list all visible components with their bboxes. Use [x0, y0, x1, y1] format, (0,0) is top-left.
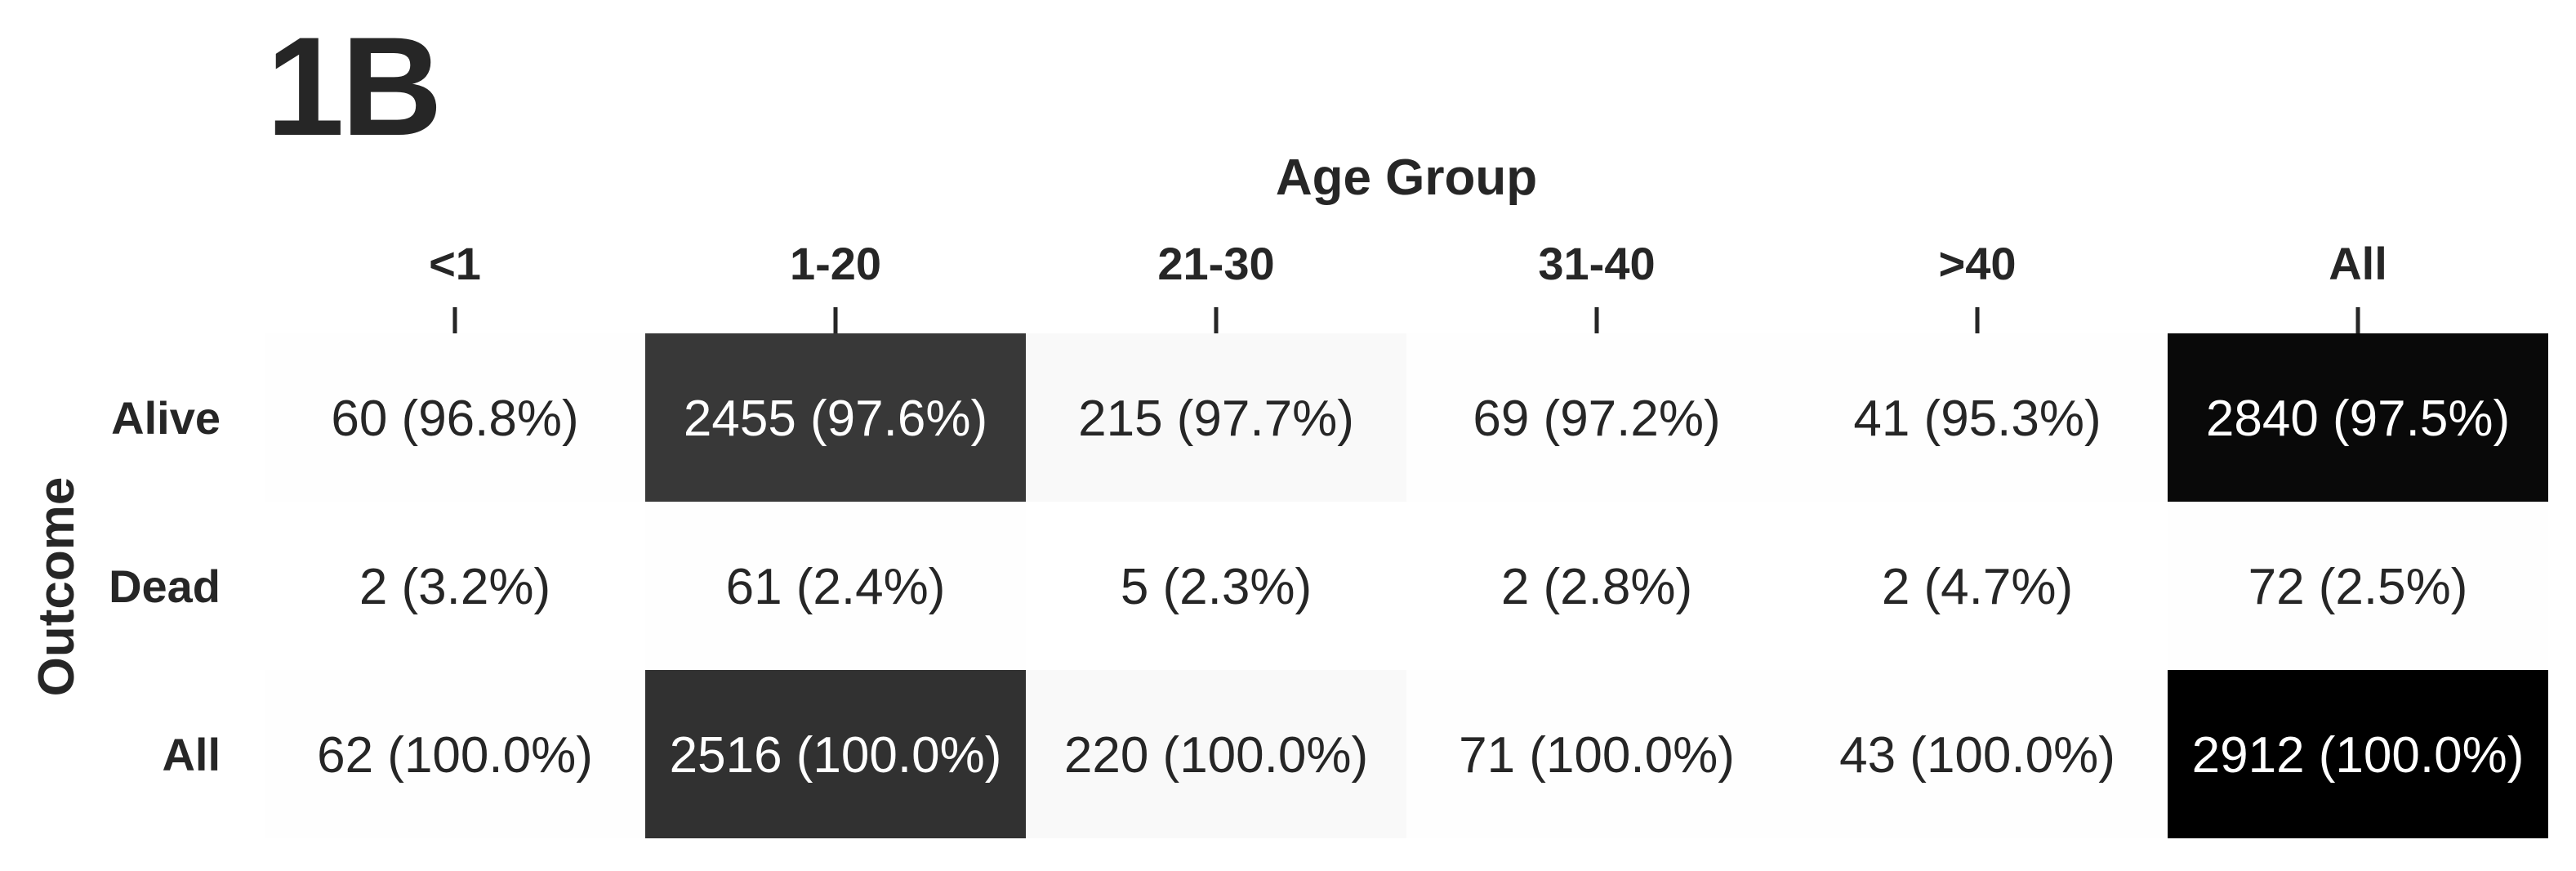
- heatmap-cells: 60 (96.8%) 2455 (97.6%) 215 (97.7%) 69 (97.…: [265, 333, 2548, 838]
- cell-label: 2 (4.7%): [1882, 559, 2073, 615]
- cell-label: 71 (100.0%): [1459, 727, 1735, 784]
- cell-label: 5 (2.3%): [1121, 559, 1312, 615]
- heatmap-cell: [1787, 333, 2168, 502]
- heatmap-cell: [645, 333, 1026, 502]
- panel-label: 1B: [266, 8, 443, 165]
- cell-label: 69 (97.2%): [1473, 391, 1720, 447]
- x-tick-label: 21-30: [1157, 238, 1274, 289]
- cell-label: 72 (2.5%): [2248, 559, 2468, 615]
- cell-label: 2912 (100.0%): [2192, 727, 2525, 784]
- cell-label: 220 (100.0%): [1064, 727, 1368, 784]
- x-tick-label: >40: [1939, 238, 2017, 289]
- heatmap-cell: [1026, 670, 1406, 838]
- y-tick-label: Alive: [111, 392, 221, 444]
- heatmap-cell: [1406, 333, 1787, 502]
- heatmap-cell: [1406, 670, 1787, 838]
- cell-label: 41 (95.3%): [1853, 391, 2101, 447]
- cell-label: 2 (2.8%): [1501, 559, 1692, 615]
- heatmap-cell: [2168, 502, 2548, 670]
- x-axis-title: Age Group: [1276, 150, 1537, 206]
- y-tick-label: Dead: [109, 561, 221, 612]
- heatmap-cell: [265, 502, 645, 670]
- heatmap-cell: [265, 670, 645, 838]
- x-tick-label: 31-40: [1538, 238, 1655, 289]
- y-tick-label: All: [162, 729, 221, 780]
- cell-label: 2516 (100.0%): [670, 727, 1002, 784]
- heatmap-cell: [1026, 333, 1406, 502]
- cell-label: 62 (100.0%): [317, 727, 593, 784]
- cell-label: 2455 (97.6%): [684, 391, 987, 447]
- x-tick-label: 1-20: [790, 238, 881, 289]
- heatmap-cell: [1787, 502, 2168, 670]
- cell-label: 2 (3.2%): [359, 559, 550, 615]
- heatmap-cell: [2168, 670, 2548, 838]
- cell-label: 215 (97.7%): [1078, 391, 1354, 447]
- cell-label: 2840 (97.5%): [2206, 391, 2510, 447]
- x-ticks: [452, 307, 2360, 333]
- heatmap-cell: [645, 670, 1026, 838]
- heatmap-cell: [1787, 670, 2168, 838]
- y-axis-title: Outcome: [29, 477, 85, 697]
- x-tick-labels: <1 1-20 21-30 31-40 >40 All: [429, 238, 2387, 289]
- cell-label: 43 (100.0%): [1839, 727, 2115, 784]
- cell-label: 61 (2.4%): [726, 559, 946, 615]
- x-tick-label: All: [2329, 238, 2387, 289]
- heatmap-cell: [1406, 502, 1787, 670]
- heatmap-cell: [1026, 502, 1406, 670]
- cell-label: 60 (96.8%): [331, 391, 578, 447]
- heatmap-cell: [645, 502, 1026, 670]
- heatmap-cell: [265, 333, 645, 502]
- y-tick-labels: Alive Dead All: [109, 392, 221, 780]
- x-tick-label: <1: [429, 238, 481, 289]
- heatmap-cell: [2168, 333, 2548, 502]
